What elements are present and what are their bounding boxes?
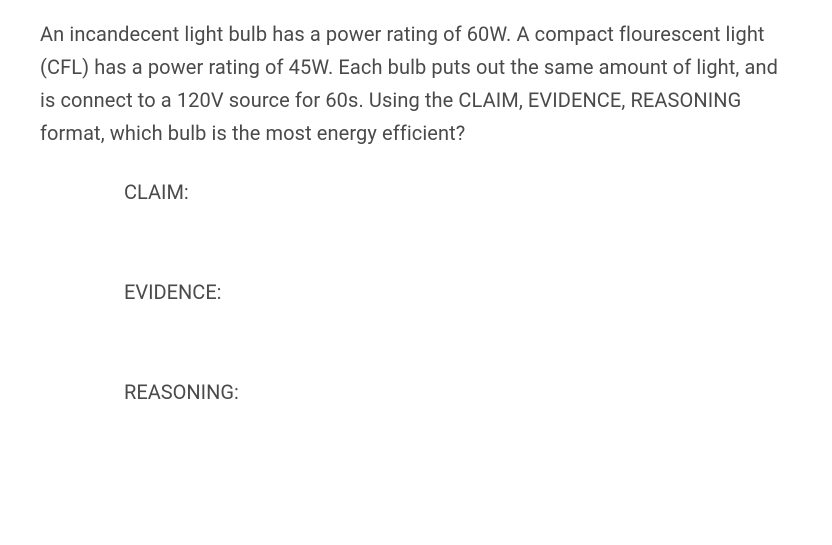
reasoning-label: REASONING:	[124, 378, 792, 406]
evidence-label: EVIDENCE:	[124, 278, 792, 306]
cer-prompts: CLAIM: EVIDENCE: REASONING:	[40, 178, 792, 406]
claim-label: CLAIM:	[124, 178, 792, 206]
question-page: An incandecent light bulb has a power ra…	[0, 0, 832, 406]
question-text: An incandecent light bulb has a power ra…	[40, 18, 792, 150]
